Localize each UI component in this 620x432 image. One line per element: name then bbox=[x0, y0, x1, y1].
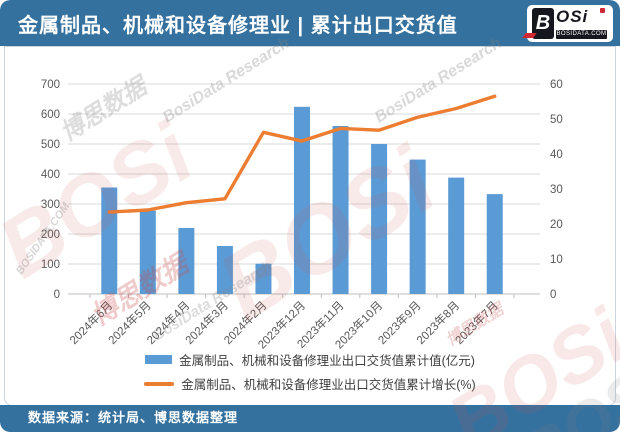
svg-text:200: 200 bbox=[41, 229, 60, 241]
svg-text:300: 300 bbox=[41, 199, 60, 211]
svg-text:50: 50 bbox=[550, 114, 563, 126]
combo-chart: 010020030040050060070001020304050602024年… bbox=[41, 79, 563, 352]
svg-text:500: 500 bbox=[41, 139, 60, 151]
svg-text:60: 60 bbox=[550, 79, 563, 91]
svg-text:100: 100 bbox=[41, 259, 60, 271]
bosi-logo: B OSi BOSIDATA.COM bbox=[522, 5, 613, 42]
line-series-swatch bbox=[144, 381, 175, 386]
bar-series-label: 金属制品、机械和设备修理业出口交货值累计值(亿元) bbox=[179, 354, 475, 368]
legend-item-line: 金属制品、机械和设备修理业出口交货值累计增长(%) bbox=[144, 374, 476, 393]
logo-b-icon: B bbox=[532, 8, 554, 39]
data-source-text: 数据来源：统计局、博思数据整理 bbox=[28, 410, 239, 425]
svg-text:0: 0 bbox=[54, 289, 60, 301]
svg-text:30: 30 bbox=[550, 184, 563, 196]
svg-text:40: 40 bbox=[550, 149, 563, 161]
page-title: 金属制品、机械和设备修理业 | 累计出口交货值 bbox=[18, 14, 458, 37]
legend-item-bar: 金属制品、机械和设备修理业出口交货值累计值(亿元) bbox=[145, 350, 475, 369]
bar-series-swatch bbox=[145, 355, 173, 364]
line-series-label: 金属制品、机械和设备修理业出口交货值累计增长(%) bbox=[181, 378, 476, 392]
svg-text:600: 600 bbox=[41, 109, 60, 121]
svg-text:10: 10 bbox=[550, 254, 563, 266]
svg-text:700: 700 bbox=[41, 79, 60, 91]
footer: 数据来源：统计局、博思数据整理 bbox=[0, 405, 620, 432]
header: 金属制品、机械和设备修理业 | 累计出口交货值 B OSi BOSIDATA.C… bbox=[0, 0, 620, 46]
legend: 金属制品、机械和设备修理业出口交货值累计值(亿元) 金属制品、机械和设备修理业出… bbox=[0, 350, 620, 393]
svg-text:0: 0 bbox=[550, 289, 556, 301]
svg-text:400: 400 bbox=[41, 169, 60, 181]
logo-site-text: BOSIDATA.COM bbox=[556, 30, 607, 39]
logo-osi-text: OSi bbox=[556, 8, 607, 25]
svg-text:20: 20 bbox=[550, 219, 563, 231]
